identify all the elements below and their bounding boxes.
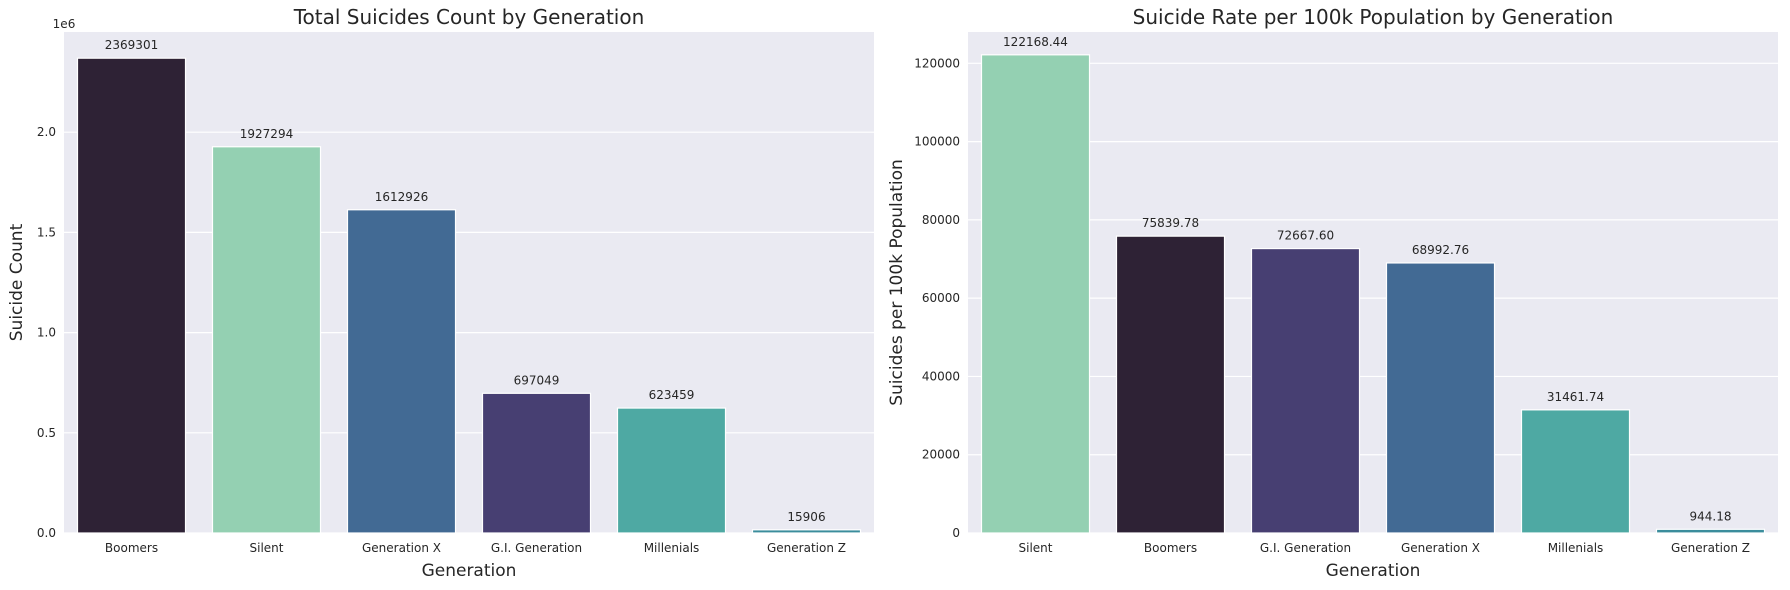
bar: [76, 57, 187, 534]
y-tick-label: 120000: [914, 56, 960, 70]
bar: [1655, 528, 1766, 534]
chart-title: Total Suicides Count by Generation: [293, 5, 645, 29]
y-tick-label: 1.5: [37, 225, 56, 239]
bar: [1385, 262, 1496, 534]
y-tick-label: 80000: [922, 213, 960, 227]
data-label: 68992.76: [1412, 243, 1469, 257]
data-label: 72667.60: [1277, 229, 1334, 243]
plot-area: [64, 32, 874, 533]
y-axis-label: Suicides per 100k Population: [887, 159, 907, 406]
y-tick-label: 1.0: [37, 326, 56, 340]
plot-area: [968, 32, 1778, 533]
x-tick-label: Generation Z: [767, 541, 846, 555]
bar: [346, 209, 457, 534]
x-tick-label: Silent: [1019, 541, 1053, 555]
data-label: 697049: [514, 373, 560, 387]
chart-2: 0 20000 40000 60000 80000 100000 120000 122168.…: [887, 5, 1778, 581]
x-tick-label: G.I. Generation: [1260, 541, 1351, 555]
data-label: 623459: [649, 388, 695, 402]
bar: [481, 392, 592, 534]
data-label: 1927294: [240, 127, 293, 141]
x-tick-label: Generation X: [362, 541, 441, 555]
x-tick-label: Generation Z: [1671, 541, 1750, 555]
x-tick-label: Boomers: [1144, 541, 1197, 555]
data-label: 944.18: [1690, 509, 1732, 523]
data-label: 75839.78: [1142, 216, 1199, 230]
y-tick-label: 60000: [922, 291, 960, 305]
bar: [1115, 235, 1226, 534]
data-label: 122168.44: [1003, 35, 1068, 49]
bar: [751, 529, 862, 534]
y-tick-label: 0.5: [37, 426, 56, 440]
chart-title: Suicide Rate per 100k Population by Gene…: [1133, 5, 1614, 29]
data-label: 15906: [787, 510, 825, 524]
x-tick-label: Boomers: [105, 541, 158, 555]
bar: [1250, 247, 1361, 534]
y-tick-label: 20000: [922, 448, 960, 462]
y-tick-label: 0.0: [37, 526, 56, 540]
x-axis-label: Generation: [422, 561, 517, 581]
data-label: 31461.74: [1547, 390, 1604, 404]
x-tick-label: Silent: [250, 541, 284, 555]
x-tick-label: G.I. Generation: [491, 541, 582, 555]
bar: [980, 54, 1091, 534]
x-axis-label: Generation: [1326, 561, 1421, 581]
x-tick-label: Millenials: [644, 541, 700, 555]
y-axis-label: Suicide Count: [7, 223, 27, 341]
bar: [1520, 409, 1631, 534]
x-tick-label: Generation X: [1401, 541, 1480, 555]
data-label: 2369301: [105, 38, 158, 52]
bar: [616, 407, 727, 534]
y-tick-label: 40000: [922, 369, 960, 383]
chart-1: 0.0 0.5 1.0 1.5 2.0 1e6 2369301 Boomers 1927294 S…: [7, 5, 874, 581]
y-offset-label: 1e6: [53, 17, 76, 31]
data-label: 1612926: [375, 190, 428, 204]
y-tick-label: 0: [952, 526, 960, 540]
y-tick-label: 2.0: [37, 125, 56, 139]
bar: [211, 146, 322, 534]
x-tick-label: Millenials: [1548, 541, 1604, 555]
y-tick-label: 100000: [914, 135, 960, 149]
